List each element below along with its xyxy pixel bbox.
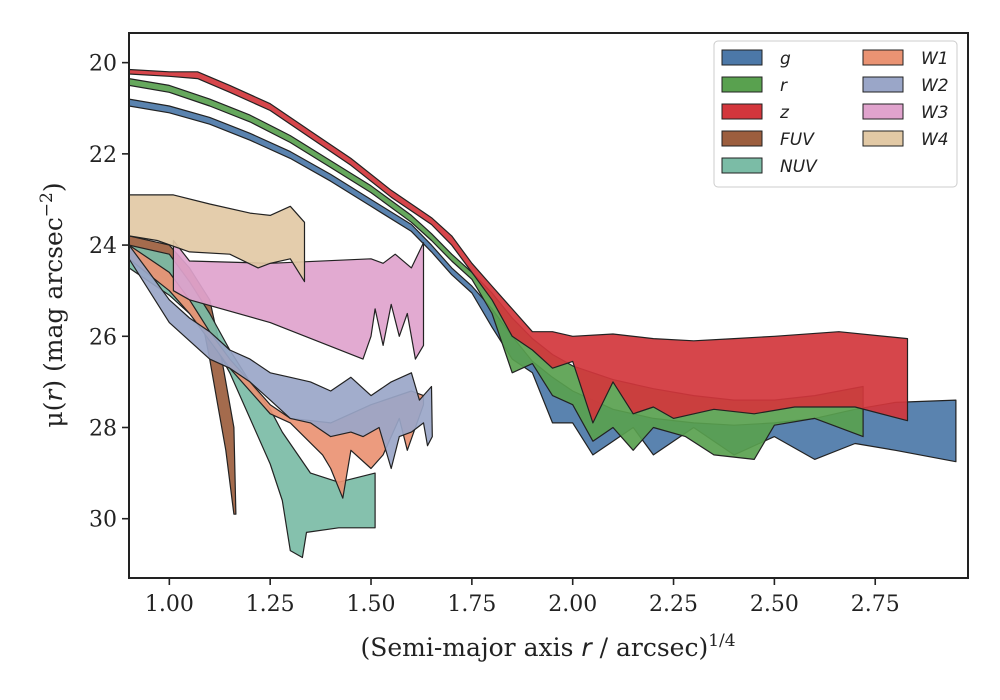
x-tick-label: 2.00 — [548, 592, 597, 617]
legend-label-z: z — [779, 103, 790, 123]
legend-swatch-fuv — [721, 130, 763, 147]
series-area-w3 — [172, 239, 425, 360]
series-layer — [129, 68, 957, 559]
x-tick-label: 2.25 — [649, 592, 698, 617]
x-tick-label: 2.75 — [851, 592, 900, 617]
legend-label-w3: W3 — [921, 103, 949, 123]
legend-swatch-r — [721, 76, 763, 93]
y-axis-label: μ(r) (mag arcsec−2) — [37, 182, 68, 427]
plot-frame — [128, 32, 969, 579]
legend-label-w4: W4 — [921, 130, 949, 150]
legend-label-w2: W2 — [921, 76, 949, 96]
legend-swatch-w4 — [862, 130, 904, 147]
x-tick-label: 1.25 — [246, 592, 295, 617]
y-tick-label: 20 — [89, 52, 117, 77]
y-tick-label: 26 — [89, 325, 117, 350]
series-area-r — [129, 77, 864, 460]
x-axis-label: (Semi-major axis r / arcsec)1/4 — [360, 631, 735, 662]
legend-swatch-w1 — [862, 49, 904, 66]
legend-label-w1: W1 — [921, 49, 949, 69]
series-area-g — [129, 98, 957, 463]
legend-swatch-w3 — [862, 103, 904, 120]
legend-label-nuv: NUV — [780, 157, 818, 177]
legend-swatch-g — [721, 49, 763, 66]
y-tick-label: 30 — [89, 508, 117, 533]
x-tick-label: 1.75 — [447, 592, 496, 617]
tick-layer: 1.00 1.25 1.50 1.75 2.00 2.25 2.50 2.75 20 22 24 26… — [89, 52, 900, 617]
series-area-w2 — [129, 244, 433, 470]
legend-label-fuv: FUV — [780, 130, 815, 150]
y-tick-label: 22 — [89, 143, 117, 168]
y-tick-label: 28 — [89, 416, 117, 441]
legend-swatch-z — [721, 103, 763, 120]
legend-label-r: r — [780, 76, 788, 96]
x-tick-label: 1.50 — [347, 592, 396, 617]
series-area-w4 — [129, 194, 306, 283]
legend-label-g: g — [780, 49, 791, 69]
series-area-z — [129, 68, 909, 424]
legend-swatch-w2 — [862, 76, 904, 93]
y-tick-label: 24 — [89, 234, 117, 259]
x-tick-label: 2.50 — [750, 592, 799, 617]
x-tick-label: 1.00 — [145, 592, 194, 617]
legend: grz FUV NUV W1 W2 W3 W4 — [713, 40, 958, 188]
legend-swatch-nuv — [721, 157, 763, 174]
